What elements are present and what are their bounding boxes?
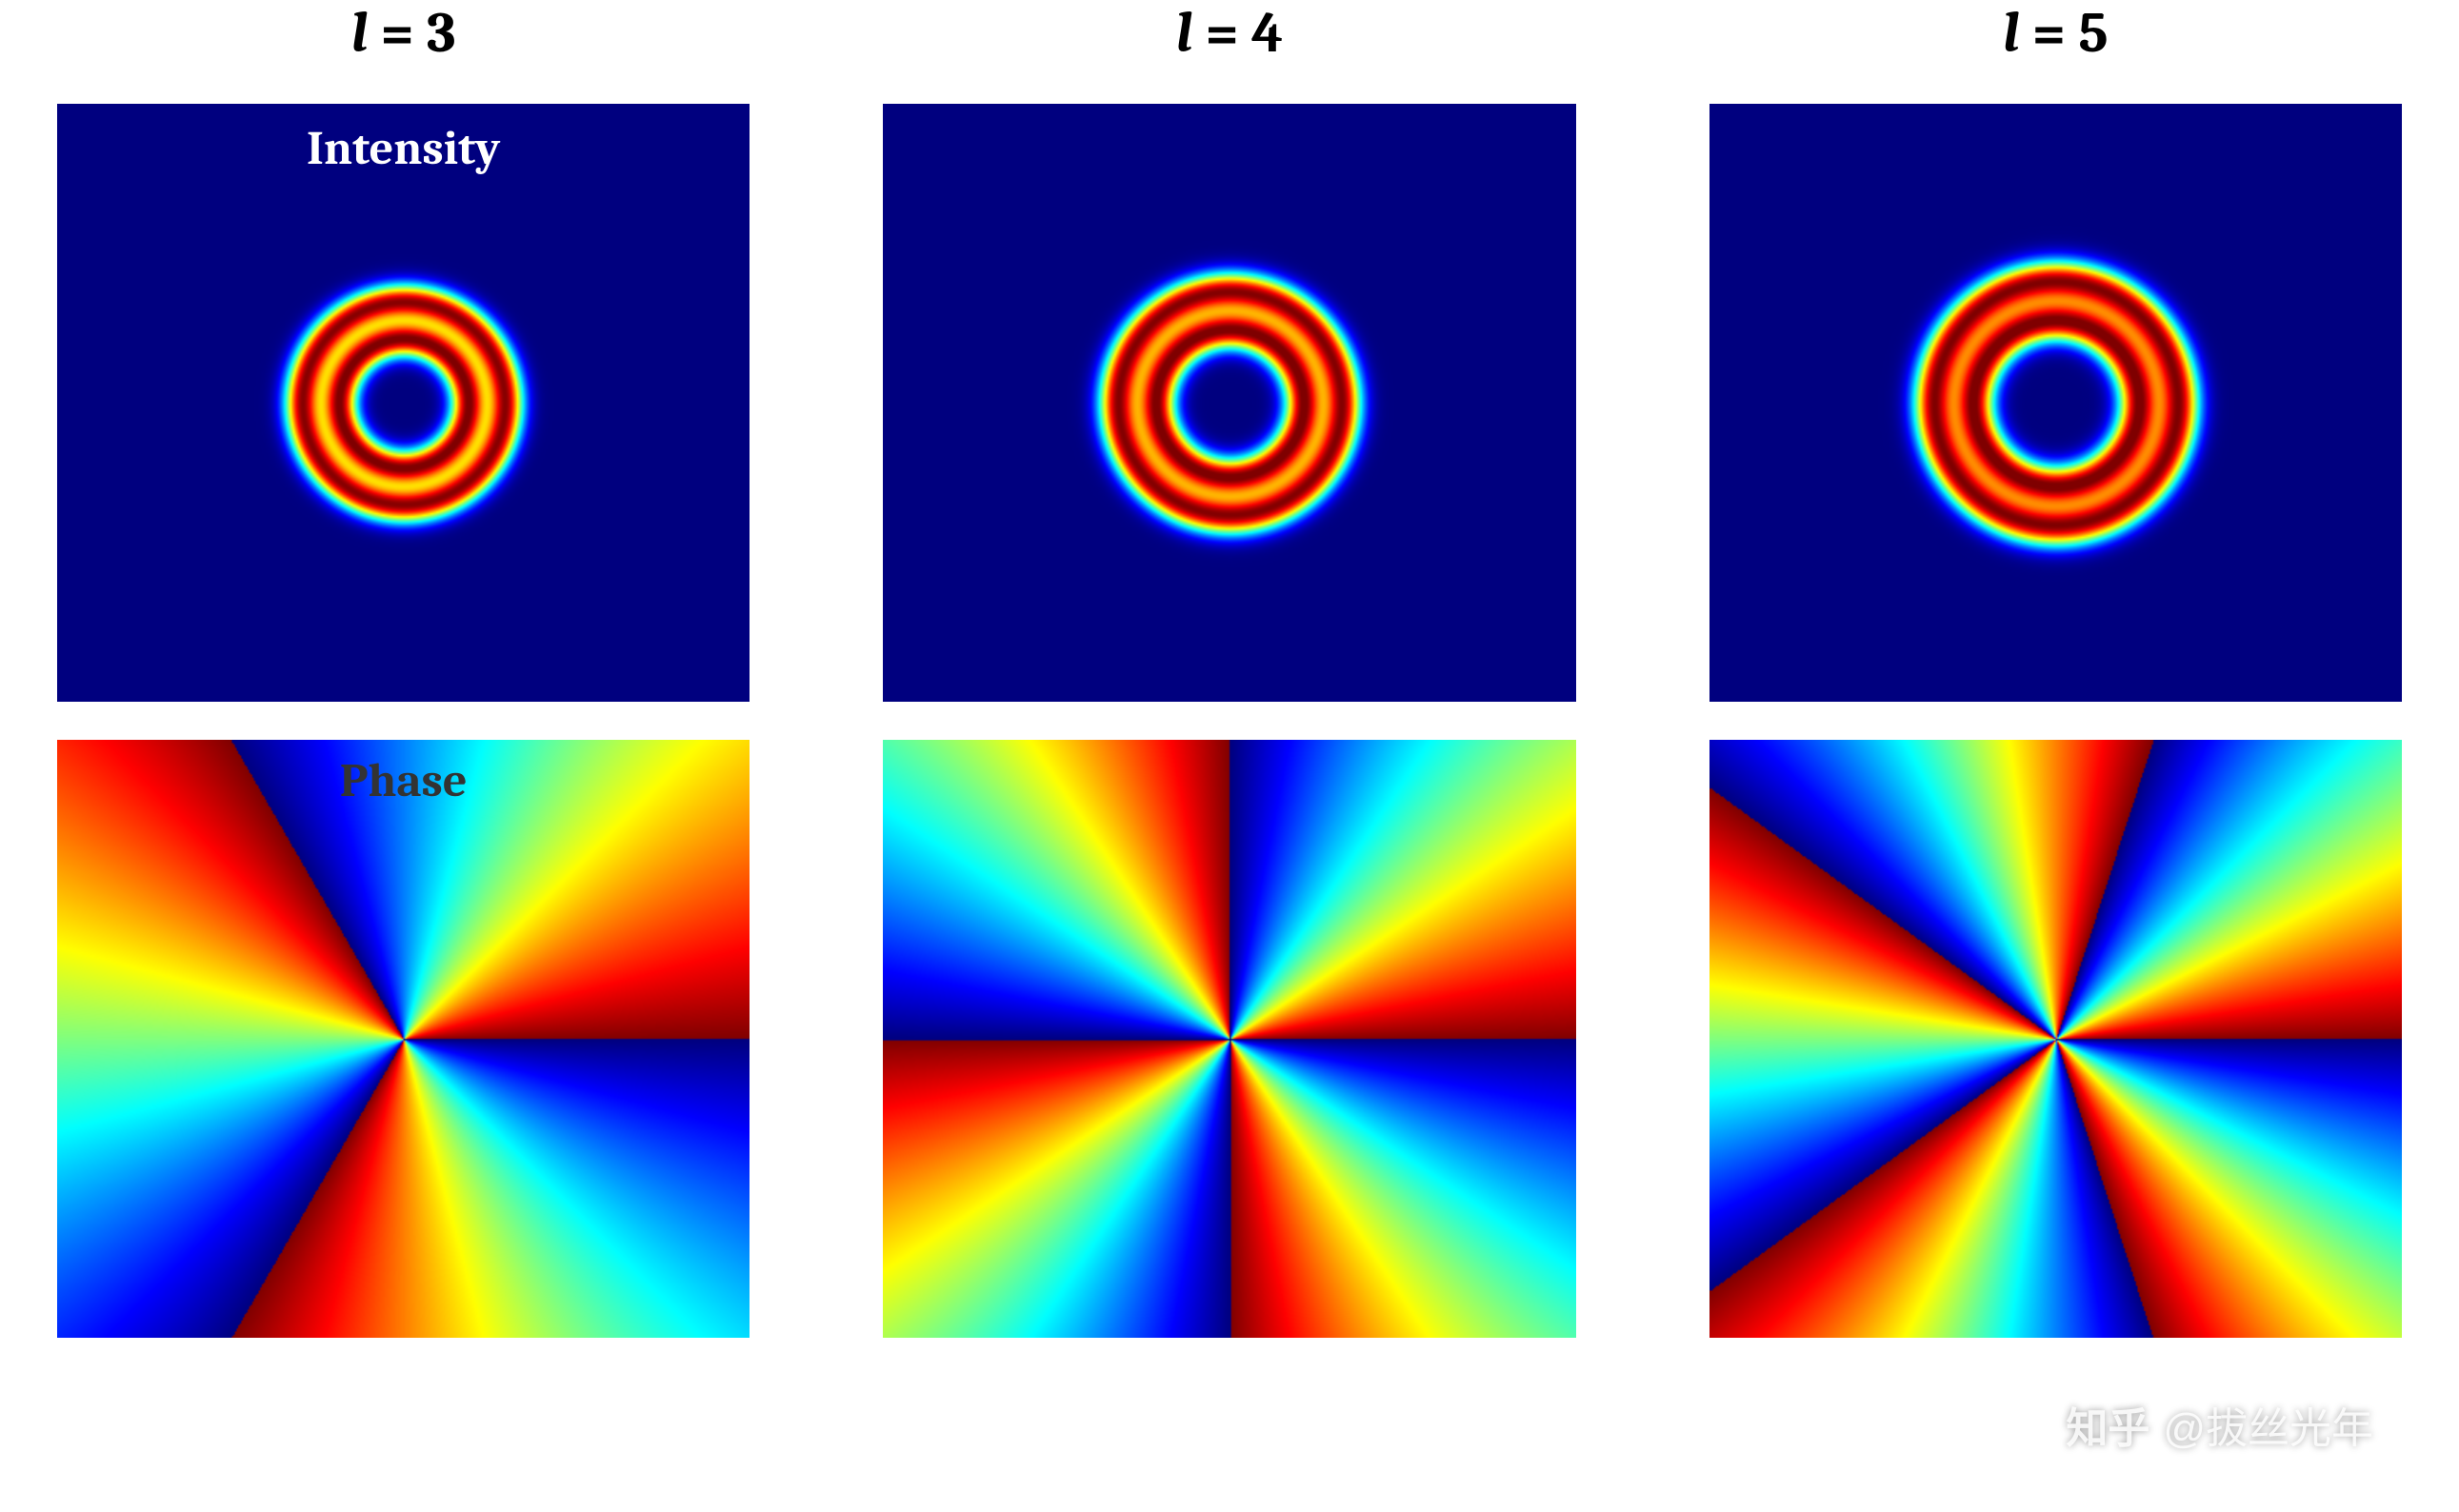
intensity-canvas <box>883 104 1575 702</box>
title-eq: = <box>1192 0 1251 66</box>
intensity-panel-l4 <box>883 104 1575 702</box>
intensity-label: Intensity <box>307 121 500 176</box>
title-eq: = <box>2019 0 2078 66</box>
col-title-l3: l = 3 <box>57 0 750 66</box>
watermark: 知乎 @拔丝光年 <box>2066 1394 2373 1455</box>
title-var: l <box>351 0 368 66</box>
phase-panel-l4 <box>883 740 1575 1338</box>
col-title-l5: l = 5 <box>1709 0 2402 66</box>
title-var: l <box>2003 0 2019 66</box>
watermark-handle: @拔丝光年 <box>2163 1394 2373 1455</box>
phase-canvas <box>57 740 750 1338</box>
phase-panel-l3: Phase <box>57 740 750 1338</box>
figure-root: l = 3 l = 4 l = 5 Intensity Phase 知 <box>0 0 2459 1512</box>
phase-canvas <box>1709 740 2402 1338</box>
title-val: 4 <box>1251 0 1283 66</box>
watermark-logo: 知乎 <box>2066 1394 2149 1455</box>
title-val: 5 <box>2078 0 2108 66</box>
intensity-panel-l5 <box>1709 104 2402 702</box>
title-val: 3 <box>427 0 455 66</box>
phase-panel-l5 <box>1709 740 2402 1338</box>
panel-grid: l = 3 l = 4 l = 5 Intensity Phase <box>0 0 2459 1338</box>
phase-canvas <box>883 740 1575 1338</box>
intensity-canvas <box>1709 104 2402 702</box>
intensity-canvas <box>57 104 750 702</box>
col-title-l4: l = 4 <box>883 0 1575 66</box>
intensity-panel-l3: Intensity <box>57 104 750 702</box>
title-var: l <box>1176 0 1192 66</box>
title-eq: = <box>368 0 427 66</box>
phase-label: Phase <box>340 753 468 808</box>
